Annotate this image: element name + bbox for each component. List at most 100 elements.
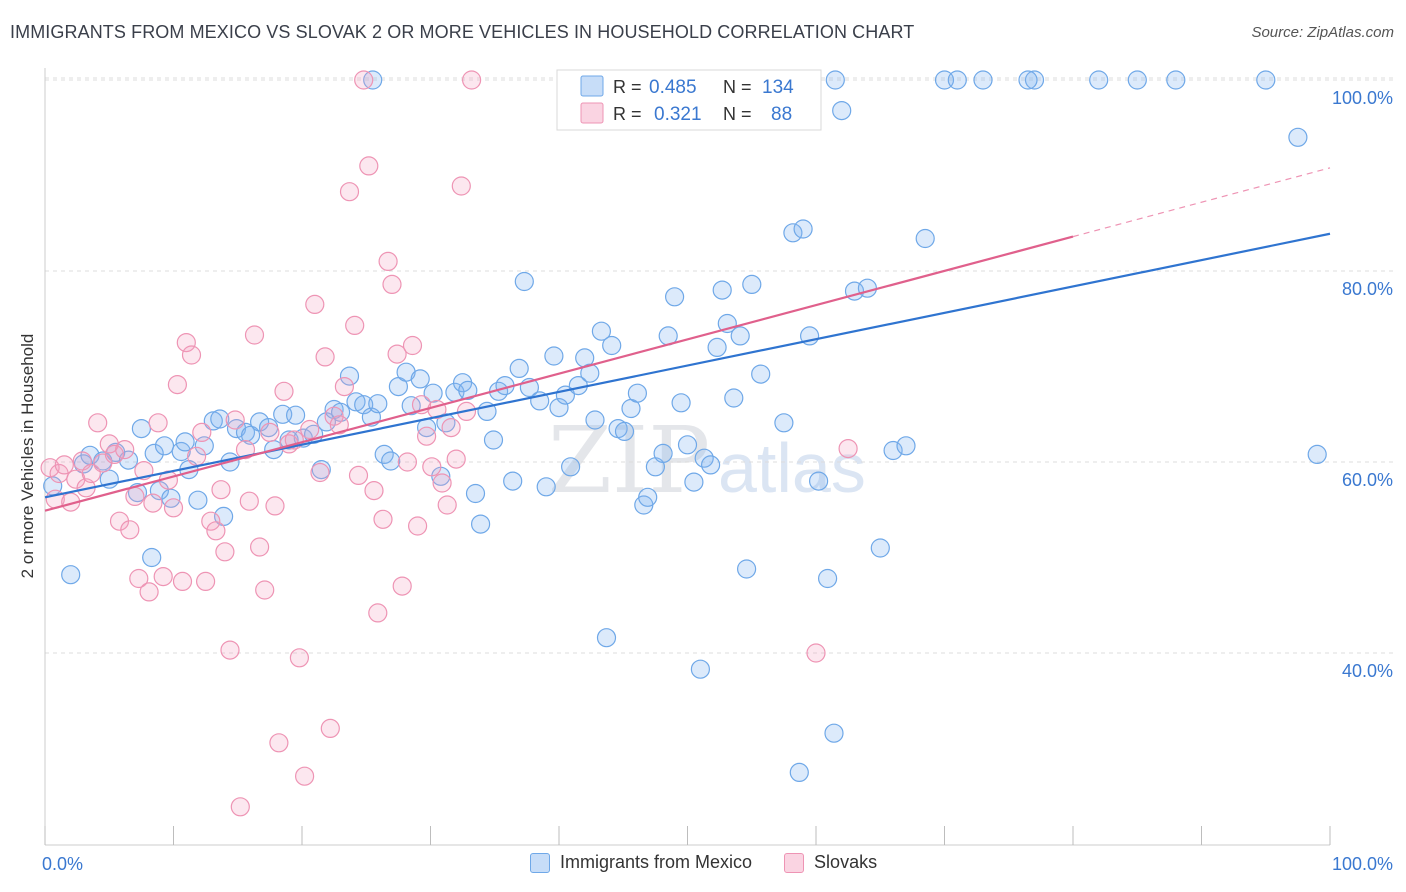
mexico-point	[544, 346, 564, 366]
trend-lines	[44, 167, 1331, 512]
legend-slovaks-swatch	[784, 852, 805, 873]
legend-bottom: Immigrants from Mexico Slovaks	[530, 852, 909, 873]
legend-blue-n-value: 134	[762, 77, 794, 98]
mexico-point	[896, 436, 916, 456]
watermark-zip: ZIP	[548, 407, 710, 514]
mexico-point	[973, 70, 993, 90]
mexico-point	[381, 451, 401, 471]
mexico-point	[401, 396, 421, 416]
mexico-point	[235, 422, 256, 442]
legend-pink-swatch	[580, 102, 604, 124]
mexico-point	[585, 410, 605, 430]
slovaks-point	[250, 537, 270, 557]
mexico-point	[1166, 70, 1186, 90]
slovaks-point	[354, 70, 374, 90]
mexico-point	[423, 383, 443, 403]
slovaks-point	[339, 182, 360, 202]
slovaks-point	[274, 381, 294, 401]
mexico-point	[700, 455, 721, 475]
slovaks-point	[139, 582, 159, 602]
mexico-point	[188, 490, 208, 510]
mexico-point	[61, 565, 81, 585]
mexico-point	[286, 405, 306, 425]
slovaks-point	[305, 294, 325, 314]
slovaks-point	[163, 498, 184, 518]
slovaks-point	[295, 766, 315, 786]
slovaks-point	[422, 457, 442, 477]
chart-title: IMMIGRANTS FROM MEXICO VS SLOVAK 2 OR MO…	[10, 22, 915, 42]
legend-pink-r-value: 0.321	[654, 104, 702, 125]
mexico-point	[203, 411, 223, 431]
mexico-point	[171, 441, 191, 462]
slovaks-trend-extension	[1072, 167, 1331, 238]
mexico-point	[514, 271, 534, 292]
slovaks-point	[387, 344, 407, 364]
slovaks-point	[806, 643, 826, 663]
slovaks-point	[220, 640, 240, 660]
mexico-point	[653, 443, 673, 463]
slovaks-point	[148, 413, 168, 433]
mexico-point	[783, 223, 803, 243]
mexico-point	[144, 443, 164, 463]
slovaks-point	[368, 603, 388, 623]
mexico-point	[536, 477, 556, 497]
x-tick-label-min: 0.0%	[42, 854, 83, 874]
slovaks-point	[432, 473, 452, 493]
legend-slovaks-label: Slovaks	[814, 852, 878, 872]
slovaks-point	[181, 345, 202, 365]
slovaks-point	[462, 70, 482, 90]
mexico-point	[465, 483, 486, 504]
mexico-point	[664, 287, 685, 307]
mexico-point	[368, 394, 388, 414]
grid-lines	[45, 77, 1394, 654]
mexico-point	[410, 369, 430, 389]
mexico-point	[736, 559, 757, 579]
slovaks-point	[359, 156, 379, 176]
legend-item-mexico: Immigrants from Mexico	[530, 852, 752, 873]
mexico-point	[684, 472, 704, 492]
mexico-point	[458, 380, 478, 400]
mexico-point	[1288, 127, 1308, 147]
mexico-point	[857, 278, 878, 298]
mexico-point	[730, 326, 750, 346]
y-tick-label: 60.0%	[1342, 470, 1393, 490]
mexico-point	[339, 366, 360, 386]
mexico-point	[627, 383, 648, 403]
legend-blue-n-label: N =	[723, 77, 752, 97]
slovaks-point	[382, 274, 402, 294]
slovaks-point	[269, 733, 289, 753]
mexico-point	[1089, 70, 1109, 90]
legend-pink-r-label: R =	[613, 104, 642, 124]
slovaks-point	[364, 481, 384, 501]
slovaks-point	[265, 496, 285, 516]
slovaks-point	[192, 422, 212, 442]
slovaks-point	[201, 511, 221, 531]
slovaks-point	[235, 440, 256, 460]
mexico-point	[241, 425, 261, 445]
mexico-point	[870, 538, 890, 558]
legend-stats: R = 0.485 N = 134 R = 0.321 N = 88	[556, 69, 822, 131]
slovaks-point	[392, 576, 412, 596]
slovaks-point	[402, 335, 423, 356]
mexico-point	[580, 363, 600, 383]
slovaks-point	[153, 566, 173, 587]
y-tick-label: 40.0%	[1342, 661, 1393, 681]
slovaks-point	[125, 486, 145, 506]
legend-blue-r-label: R =	[613, 77, 642, 97]
slovaks-point	[373, 509, 393, 529]
slovaks-point	[451, 176, 471, 196]
mexico-point	[742, 274, 762, 294]
legend-mexico-label: Immigrants from Mexico	[560, 852, 753, 872]
slovaks-point	[120, 520, 140, 540]
slovaks-point	[329, 415, 349, 435]
slovaks-point	[167, 375, 187, 395]
legend-blue-swatch	[580, 75, 604, 97]
legend-item-slovaks: Slovaks	[784, 852, 877, 873]
mexico-point	[638, 487, 658, 507]
legend-stats-box	[556, 69, 822, 131]
mexico-point	[832, 100, 852, 121]
slovaks-point	[315, 347, 335, 367]
slovaks-point	[244, 325, 265, 345]
tick-labels: 40.0% 60.0% 80.0% 100.0% 0.0% 100.0%	[42, 88, 1393, 874]
